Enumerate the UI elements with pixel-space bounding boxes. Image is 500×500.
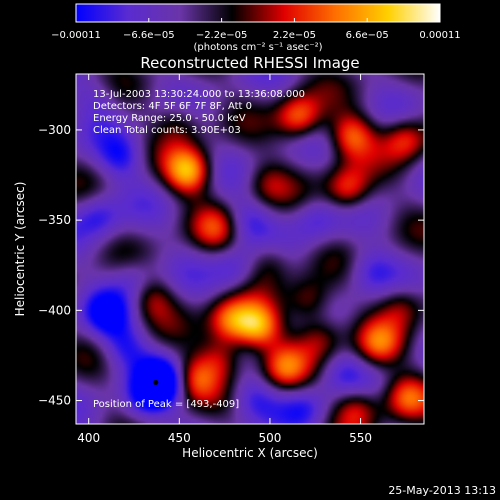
peak-marker (153, 380, 159, 386)
x-axis-label: Heliocentric X (arcsec) (182, 446, 318, 460)
heatmap-image (76, 74, 424, 424)
x-tick-label: 550 (349, 431, 372, 445)
plot-frame (75, 73, 425, 425)
annotation-line: Clean Total counts: 3.90E+03 (93, 125, 241, 136)
colorbar-tick-label: −6.6e−05 (123, 30, 175, 41)
colorbar-tick-label: −2.2e−05 (196, 30, 248, 41)
x-tick-label: 400 (77, 431, 100, 445)
y-tick-label: −450 (38, 394, 71, 408)
heatmap-area (76, 74, 424, 424)
chart-title: Reconstructed RHESSI Image (140, 54, 359, 72)
annotation-block: 13-Jul-2003 13:30:24.000 to 13:36:08.000… (93, 89, 305, 136)
colorbar-tick-label: 0.00011 (419, 30, 460, 41)
axis-ticks: 400 450 500 550 −300 −350 −400 −450 (38, 74, 424, 445)
colorbar (75, 3, 441, 23)
x-tick-label: 500 (258, 431, 281, 445)
y-axis-label: Heliocentric Y (arcsec) (13, 182, 27, 317)
y-tick-label: −350 (38, 213, 71, 227)
annotation-line: 13-Jul-2003 13:30:24.000 to 13:36:08.000 (93, 89, 305, 100)
peak-position-label: Position of Peak = [493,-409] (93, 399, 239, 410)
annotation-line: Detectors: 4F 5F 6F 7F 8F, Att 0 (93, 101, 252, 112)
colorbar-tick-label: 2.2e−05 (273, 30, 316, 41)
colorbar-tick-label: −0.00011 (51, 30, 101, 41)
colorbar-tick-label: 6.6e−05 (346, 30, 389, 41)
annotation-line: Energy Range: 25.0 - 50.0 keV (93, 113, 246, 124)
y-tick-label: −300 (38, 123, 71, 137)
colorbar-ticks: −0.00011 −6.6e−05 −2.2e−05 2.2e−05 6.6e−05 0.… (51, 18, 461, 41)
x-tick-label: 450 (168, 431, 191, 445)
footer-date: 25-May-2013 13:13 (388, 484, 496, 497)
y-tick-label: −400 (38, 303, 71, 317)
colorbar-unit-label: (photons cm⁻² s⁻¹ asec⁻²) (193, 42, 322, 53)
